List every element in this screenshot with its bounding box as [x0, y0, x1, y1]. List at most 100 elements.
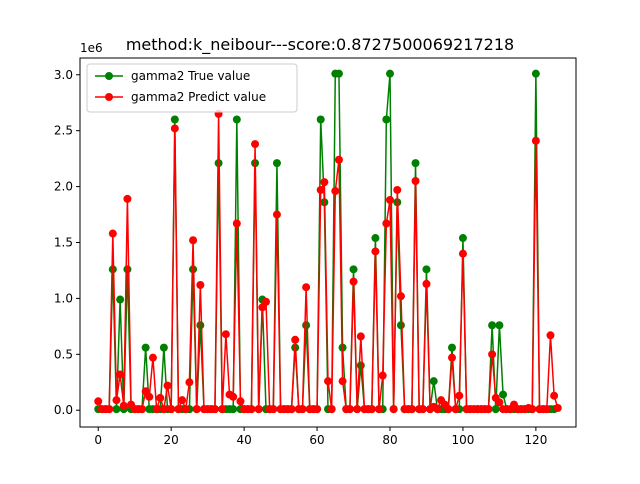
- predict-value-point: [546, 331, 555, 340]
- predict-value-point: [287, 405, 296, 414]
- predict-value-point: [542, 405, 551, 414]
- y-tick-label: 0.5: [54, 347, 73, 361]
- y-axis: 0.0 0.5 1.0 1.5 2.0 2.5 3.0: [54, 68, 80, 417]
- true-value-point: [531, 69, 540, 78]
- predict-value-point: [159, 405, 168, 414]
- true-value-point: [491, 405, 500, 414]
- predict-value-point: [320, 178, 329, 187]
- predict-value-point: [229, 392, 238, 401]
- predict-value-point: [313, 405, 322, 414]
- x-tick-label: 100: [451, 433, 474, 447]
- predict-value-point: [138, 405, 146, 414]
- predict-value-point: [345, 405, 354, 414]
- series-predict-value: [94, 109, 562, 414]
- predict-value-point: [375, 405, 384, 414]
- x-tick-label: 80: [382, 433, 397, 447]
- predict-value-point: [178, 396, 187, 405]
- predict-value-point: [174, 405, 183, 414]
- true-value-point: [123, 265, 132, 274]
- predict-value-point: [156, 393, 165, 402]
- true-value-point: [316, 115, 325, 124]
- true-value-point: [272, 159, 281, 168]
- predict-value-point: [108, 229, 117, 238]
- predict-value-point: [528, 405, 537, 414]
- predict-value-point: [185, 378, 194, 387]
- true-value-point: [232, 115, 241, 124]
- predict-value-point: [488, 350, 497, 359]
- predict-value-point: [367, 405, 376, 414]
- true-value-point: [356, 361, 365, 370]
- predict-value-point: [218, 405, 227, 414]
- predict-value-point: [192, 405, 201, 414]
- true-value-point: [386, 69, 394, 78]
- y-tick-label: 1.0: [54, 291, 73, 305]
- x-tick-label: 20: [164, 433, 179, 447]
- true-value-point: [488, 321, 497, 330]
- predict-value-point: [119, 401, 128, 410]
- predict-value-point: [327, 405, 336, 414]
- predict-value-point: [269, 405, 278, 414]
- true-value-point: [302, 321, 311, 330]
- y-offset-label: 1e6: [80, 41, 103, 55]
- predict-value-point: [353, 405, 362, 414]
- predict-value-point: [331, 187, 340, 196]
- true-value-point: [495, 321, 504, 330]
- predict-value-point: [324, 377, 332, 386]
- predict-value-point: [393, 185, 402, 194]
- predict-value-point: [148, 353, 157, 362]
- predict-value-point: [338, 377, 347, 386]
- y-tick-label: 2.5: [54, 124, 73, 138]
- predict-value-point: [170, 124, 179, 133]
- predict-value-point: [167, 405, 176, 414]
- predict-value-point: [484, 405, 493, 414]
- predict-value-point: [262, 297, 270, 306]
- predict-value-point: [254, 405, 263, 414]
- predict-value-point: [389, 405, 398, 414]
- y-tick-label: 1.5: [54, 236, 73, 250]
- predict-value-point: [298, 405, 307, 414]
- legend-true-label: gamma2 True value: [131, 69, 250, 83]
- predict-value-point: [371, 247, 380, 256]
- y-tick-label: 2.0: [54, 180, 73, 194]
- x-tick-label: 60: [309, 433, 324, 447]
- predict-value-point: [433, 405, 442, 414]
- predict-value-point: [334, 155, 343, 164]
- predict-value-point: [247, 405, 256, 414]
- x-tick-label: 40: [236, 433, 251, 447]
- predict-value-point: [94, 397, 103, 406]
- chart-title: method:k_neibour---score:0.8727500069217…: [126, 35, 514, 55]
- predict-value-point: [553, 403, 562, 412]
- predict-value-point: [386, 196, 394, 205]
- legend-box: [86, 63, 298, 113]
- true-value-point: [196, 321, 205, 330]
- predict-value-point: [458, 249, 467, 258]
- predict-value-point: [411, 177, 420, 185]
- true-value-point: [371, 234, 380, 243]
- predict-value-point: [356, 332, 365, 341]
- y-tick-label: 3.0: [54, 68, 73, 82]
- true-value-point: [116, 295, 125, 304]
- predict-value-point: [189, 236, 198, 245]
- predict-value-point: [444, 405, 453, 414]
- predict-value-point: [291, 335, 300, 344]
- predict-value-point: [236, 397, 245, 406]
- predict-value-point: [232, 219, 241, 228]
- x-tick-label: 0: [94, 433, 102, 447]
- predict-value-point: [105, 405, 114, 414]
- legend-predict-label: gamma2 Predict value: [131, 90, 266, 104]
- legend-true-marker: [105, 72, 113, 80]
- true-value-point: [112, 405, 121, 414]
- predict-value-point: [531, 136, 540, 145]
- predict-value-point: [181, 405, 190, 414]
- x-tick-label: 120: [524, 433, 547, 447]
- predict-value-point: [349, 277, 358, 286]
- predict-value-point: [163, 381, 172, 390]
- predict-value-point: [210, 405, 219, 414]
- predict-value-point: [152, 405, 161, 414]
- true-value-point: [382, 115, 391, 124]
- predict-value-point: [196, 280, 205, 289]
- predict-value-point: [221, 330, 230, 339]
- true-value-point: [411, 159, 420, 168]
- predict-value-point: [251, 140, 260, 149]
